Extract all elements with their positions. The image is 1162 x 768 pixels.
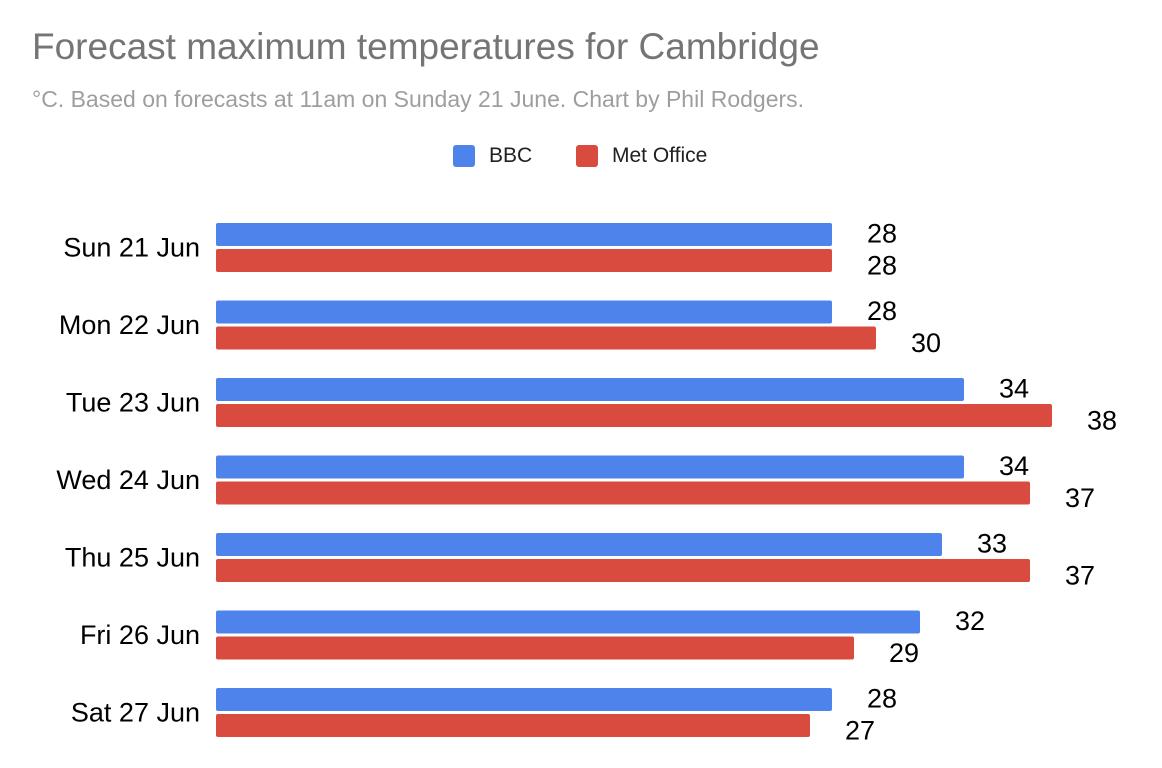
chart-legend: BBC Met Office [0,140,1162,172]
category-label: Tue 23 Jun [66,388,200,418]
value-label-bbc: 28 [867,296,897,326]
bar-met-office [216,404,1052,427]
value-label-met-office: 37 [1065,561,1095,591]
bar-met-office [216,714,810,737]
bar-bbc [216,223,832,246]
bar-bbc [216,300,832,324]
chart-subtitle: °C. Based on forecasts at 11am on Sunday… [32,86,805,112]
value-label-bbc: 32 [955,606,985,636]
legend-label-bbc: BBC [489,144,533,167]
value-label-bbc: 34 [999,374,1029,404]
value-label-met-office: 27 [845,716,875,746]
bar-bbc [216,688,832,711]
value-label-met-office: 38 [1087,406,1117,436]
bar-met-office [216,636,854,660]
value-label-met-office: 29 [889,638,919,668]
value-label-bbc: 34 [999,451,1029,481]
chart-title: Forecast maximum temperatures for Cambri… [32,26,820,67]
legend-label-met-office: Met Office [612,144,708,167]
bar-bbc [216,455,964,479]
category-label: Sun 21 Jun [63,233,200,263]
category-label: Thu 25 Jun [65,543,200,573]
bar-met-office [216,481,1030,505]
category-label: Wed 24 Jun [56,465,200,495]
value-label-met-office: 28 [867,251,897,281]
bar-bbc [216,378,964,401]
bar-met-office [216,326,876,350]
bar-met-office [216,249,832,272]
value-label-bbc: 28 [867,684,897,714]
value-label-met-office: 30 [911,328,941,358]
legend-item-met-office: Met Office [576,140,707,172]
value-label-bbc: 33 [977,529,1007,559]
bar-met-office [216,559,1030,582]
legend-swatch-met-office [576,145,598,167]
category-label: Fri 26 Jun [80,620,200,650]
value-label-bbc: 28 [867,219,897,249]
legend-swatch-bbc [453,145,475,167]
value-label-met-office: 37 [1065,483,1095,513]
bar-bbc [216,610,920,634]
bar-bbc [216,533,942,556]
category-label: Mon 22 Jun [59,310,200,340]
legend-item-bbc: BBC [453,140,532,172]
category-label: Sat 27 Jun [71,698,200,728]
